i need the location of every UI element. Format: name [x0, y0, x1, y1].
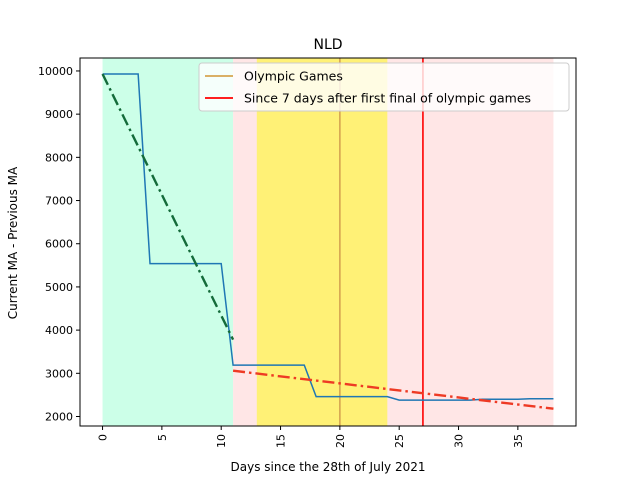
x-ticks: 0 5 10 15 20 25 30 35: [97, 426, 525, 448]
series-line-1: [101, 73, 235, 341]
y-tick-label-6: 8000: [45, 151, 73, 164]
x-tick-label-2: 10: [215, 434, 228, 448]
legend: Olympic Games Since 7 days after first fi…: [198, 62, 570, 112]
plot-frame: [79, 57, 577, 427]
y-tick-label-2: 4000: [45, 324, 73, 337]
band-2: [256, 58, 388, 426]
y-tick-label-5: 7000: [45, 195, 73, 208]
x-tick-label-7: 35: [512, 434, 525, 448]
legend-box: [198, 62, 570, 112]
y-tick-label-3: 5000: [45, 281, 73, 294]
event-lines: [339, 58, 424, 426]
x-axis-label: Days since the 28th of July 2021: [231, 460, 426, 474]
y-tick-label-4: 6000: [45, 238, 73, 251]
x-tick-label-4: 20: [334, 434, 347, 448]
x-tick-label-0: 0: [97, 434, 110, 441]
series-line-0: [102, 73, 554, 401]
chart-title: NLD: [313, 37, 342, 53]
x-tick-label-1: 5: [156, 434, 169, 441]
series-line-2: [232, 369, 554, 410]
background-bands: [102, 58, 554, 426]
y-tick-label-1: 3000: [45, 367, 73, 380]
legend-label-1: Since 7 days after first final of olympi…: [244, 91, 531, 106]
y-axis-label: Current MA - Previous MA: [6, 166, 20, 319]
legend-label-0: Olympic Games: [244, 69, 343, 84]
band-0: [102, 58, 234, 426]
y-tick-label-7: 9000: [45, 108, 73, 121]
y-tick-label-0: 2000: [45, 410, 73, 423]
y-ticks: 2000 3000 4000 5000 6000 7000 8000 9000 10000: [38, 65, 80, 423]
x-tick-label-3: 15: [275, 434, 288, 448]
y-tick-label-8: 10000: [38, 65, 73, 78]
series-group: [101, 73, 554, 410]
x-tick-label-5: 25: [393, 434, 406, 448]
x-tick-label-6: 30: [453, 434, 466, 448]
